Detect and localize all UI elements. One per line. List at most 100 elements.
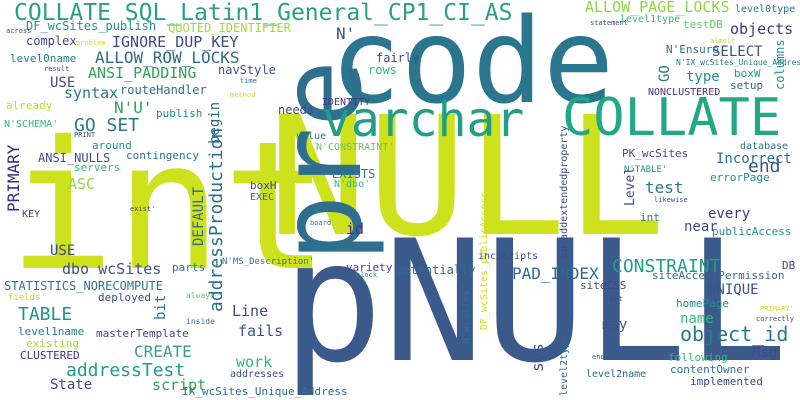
word-publicaccess: publicAccess bbox=[712, 225, 792, 238]
word-variety: variety bbox=[346, 261, 393, 274]
word-testdb: testDB bbox=[683, 18, 723, 31]
word-mastertemplate: masterTemplate bbox=[96, 327, 189, 340]
word-sitecss: siteCSS bbox=[580, 279, 627, 292]
word-print: PRINT bbox=[74, 131, 96, 139]
word-asc: ASC bbox=[68, 175, 96, 193]
word-ignore-dup-key: IGNORE_DUP_KEY bbox=[112, 33, 239, 51]
word-put: put bbox=[610, 295, 623, 303]
word-parts: parts bbox=[172, 261, 206, 274]
word-level: Level bbox=[623, 166, 638, 206]
word-id: id bbox=[346, 220, 365, 238]
word-name: name bbox=[680, 311, 714, 327]
word-navstyle: navStyle bbox=[218, 63, 276, 77]
word-exist: exist' bbox=[130, 205, 156, 213]
word-almost: almost bbox=[710, 37, 736, 45]
word-clustered: CLUSTERED bbox=[20, 349, 80, 362]
word-contentowner: contentOwner bbox=[670, 363, 750, 376]
word-state: State bbox=[50, 377, 93, 393]
word-key: KEY bbox=[22, 209, 41, 220]
word-addresses: addresses bbox=[230, 369, 285, 380]
word-df-wcsites-publish: DF_wcSites_publish bbox=[26, 19, 157, 33]
word-go-right: GO bbox=[657, 65, 673, 82]
word-varchar: varchar bbox=[322, 92, 525, 148]
word-use: USE bbox=[50, 75, 76, 91]
word-sp-addextendedproperty: sp_addextendedproperty bbox=[559, 125, 570, 258]
word-type: type bbox=[686, 69, 720, 85]
word-around: around bbox=[92, 139, 132, 152]
word-may: may bbox=[602, 317, 628, 333]
word-sys: sys bbox=[528, 343, 547, 372]
word-exists: EXISTS bbox=[332, 167, 376, 181]
word-deployed: deployed bbox=[98, 291, 151, 304]
word-syntax: syntax bbox=[64, 84, 119, 102]
word-boxw: boxW bbox=[734, 67, 761, 80]
word-allow-page-locks: ALLOW_PAGE_LOCKS bbox=[585, 0, 730, 16]
word-nonclustered: NONCLUSTERED bbox=[648, 87, 721, 98]
word-ix-wcsites-unique-address: IX_wcSites_Unique_Address bbox=[182, 385, 348, 398]
word-addressproduction: addressProduction bbox=[206, 127, 227, 312]
word-boxh: boxH bbox=[250, 179, 277, 192]
word-n-quote: N' bbox=[336, 24, 356, 43]
word-object-id: object_id bbox=[680, 322, 789, 346]
word-near: near bbox=[684, 219, 718, 235]
word-collate-sql-latin: COLLATE SQL_Latin1_General_CP1_CI_AS bbox=[14, 0, 513, 26]
word-level0name: level0name bbox=[10, 52, 77, 65]
word-n-u: N'U' bbox=[114, 98, 153, 117]
word-board: board bbox=[310, 219, 332, 227]
word-implemented: implemented bbox=[690, 375, 763, 388]
word-select: SELECT bbox=[712, 44, 763, 60]
word-n-constraint: N'CONSTRAINT' bbox=[316, 142, 395, 153]
word-identity: IDENTITY bbox=[322, 97, 371, 108]
word-constraint: CONSTRAINT bbox=[612, 256, 721, 277]
word-n-ix-wcsites: N'IX_wcSites_Unique_Address' bbox=[676, 58, 800, 67]
word-level1name: level1name bbox=[18, 325, 85, 338]
word-setup: setup bbox=[730, 79, 764, 92]
word-use-left: USE bbox=[50, 243, 76, 259]
word-incorrect: Incorrect bbox=[716, 151, 792, 167]
word-already: already bbox=[6, 99, 53, 112]
word-incscripts: incScripts bbox=[478, 251, 539, 262]
word-n-ensure: N'Ensure bbox=[666, 43, 719, 56]
word-allow-row-locks: ALLOW_ROW_LOCKS bbox=[95, 48, 240, 67]
word-routehandler: routeHandler bbox=[120, 83, 207, 97]
word-existing: existing bbox=[26, 337, 79, 350]
word-ansi-nulls: ANSI_NULLS bbox=[38, 151, 111, 165]
word-following: following bbox=[668, 351, 728, 364]
word-exec: EXEC bbox=[250, 192, 275, 203]
word-pad-index: PAD_INDEX bbox=[512, 264, 599, 283]
word-work: work bbox=[236, 353, 273, 371]
word-dbo-wcsites: dbo wcSites bbox=[62, 260, 162, 278]
word-correctly: correctly bbox=[756, 315, 794, 323]
word-pk-wcsites: PK_wcSites bbox=[622, 147, 689, 160]
word-default: DEFAULT bbox=[191, 186, 207, 246]
word-primary-quote: PRIMARY' bbox=[760, 305, 794, 313]
word-n-schema: N'SCHEMA' bbox=[4, 119, 59, 130]
word-publish: publish bbox=[156, 107, 203, 120]
word-servers: servers bbox=[74, 161, 121, 174]
word-database: database bbox=[740, 141, 789, 152]
word-quoted-identifier: QUOTED_IDENTIFIER bbox=[168, 21, 291, 35]
word-script: script bbox=[152, 376, 207, 394]
word-n-wcsites: N'wcSites' bbox=[461, 283, 472, 344]
word-collate: COLLATE bbox=[562, 88, 782, 148]
word-pnull: pNULL bbox=[282, 204, 788, 400]
word-fields: fields' bbox=[8, 293, 46, 303]
word-problem: problem bbox=[76, 39, 106, 47]
word-line: Line bbox=[232, 302, 269, 320]
word-homepage: homePage bbox=[676, 297, 729, 310]
word-db: DB bbox=[782, 259, 796, 272]
word-n-ms-description: N'MS_Description' bbox=[222, 257, 315, 267]
word-complex: complex bbox=[26, 34, 77, 48]
word-code: code bbox=[330, 0, 615, 130]
word-method: method bbox=[230, 91, 256, 99]
word-likewise: likewise bbox=[654, 196, 688, 204]
word-across: across bbox=[6, 27, 32, 35]
word-null: NULL bbox=[268, 81, 666, 273]
word-primary: PRIMARY bbox=[4, 144, 23, 212]
word-time: time bbox=[240, 77, 257, 85]
word-end: end bbox=[748, 156, 781, 177]
word-always: always bbox=[186, 291, 215, 300]
word-create: CREATE bbox=[134, 342, 192, 361]
word-ansi-padding: ANSI_PADDING bbox=[88, 64, 197, 82]
